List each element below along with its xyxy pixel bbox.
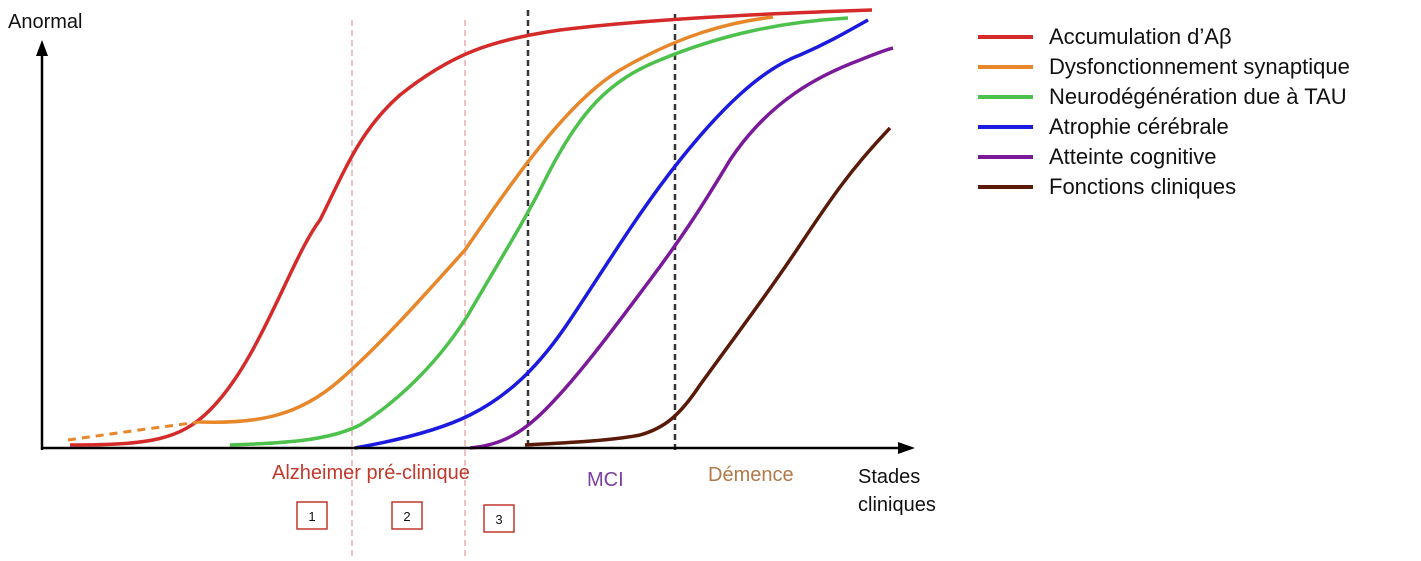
stage-box-3 — [483, 504, 515, 533]
legend-item-neurodegeneration-tau: Neurodégénération due à TAU — [978, 82, 1418, 112]
x-axis-label-line2: cliniques — [858, 494, 936, 516]
legend-swatch — [978, 125, 1033, 129]
stage-box-2 — [391, 501, 423, 530]
stage-box-3-label: 3 — [495, 512, 502, 527]
stage-label-dementia: Démence — [708, 464, 794, 486]
legend-item-atteinte-cognitive: Atteinte cognitive — [978, 142, 1418, 172]
legend-label: Atrophie cérébrale — [1049, 114, 1229, 139]
curve-fonctions-cliniques — [524, 126, 892, 447]
legend-label: Atteinte cognitive — [1049, 144, 1217, 169]
curve-atteinte-cognitive — [469, 46, 894, 450]
x-axis-label-line1: Stades — [858, 466, 920, 488]
legend-label: Fonctions cliniques — [1049, 174, 1237, 199]
curve-atrophie-cerebrale — [354, 18, 869, 450]
legend-item-atrophie-cerebrale: Atrophie cérébrale — [978, 112, 1418, 142]
legend-item-dysfonctionnement-synaptique: Dysfonctionnement synaptique — [978, 52, 1418, 82]
curves-plot: Anormal Stades cliniques Alzheimer pré-c… — [8, 8, 936, 556]
stage-label-mci: MCI — [587, 469, 624, 491]
legend-label: Neurodégénération due à TAU — [1049, 84, 1347, 109]
legend-swatch — [978, 65, 1033, 69]
curve-neurodegeneration-tau — [229, 16, 849, 447]
legend-item-accumulation-abeta: Accumulation d’Aβ — [978, 22, 1418, 52]
legend-swatch — [978, 185, 1033, 189]
y-axis-arrow — [36, 40, 48, 56]
curve-accumulation-abeta — [69, 8, 873, 447]
stage-box-2-label: 2 — [403, 509, 410, 524]
curve-dysfonctionnement-synaptique-dashed — [67, 420, 201, 442]
legend-label: Accumulation d’Aβ — [1049, 24, 1232, 49]
legend-swatch — [978, 35, 1033, 39]
legend-item-fonctions-cliniques: Fonctions cliniques — [978, 172, 1418, 202]
x-axis-arrow — [898, 442, 915, 454]
legend-swatch — [978, 95, 1033, 99]
stage-box-1 — [296, 501, 328, 530]
stage-label-preclinical: Alzheimer pré-clinique — [272, 462, 470, 484]
y-axis-label: Anormal — [8, 11, 82, 33]
stage-box-1-label: 1 — [308, 509, 315, 524]
curve-dysfonctionnement-synaptique — [199, 15, 774, 425]
legend-label: Dysfonctionnement synaptique — [1049, 54, 1350, 79]
legend: Accumulation d’Aβ Dysfonctionnement syna… — [978, 22, 1418, 202]
legend-swatch — [978, 155, 1033, 159]
